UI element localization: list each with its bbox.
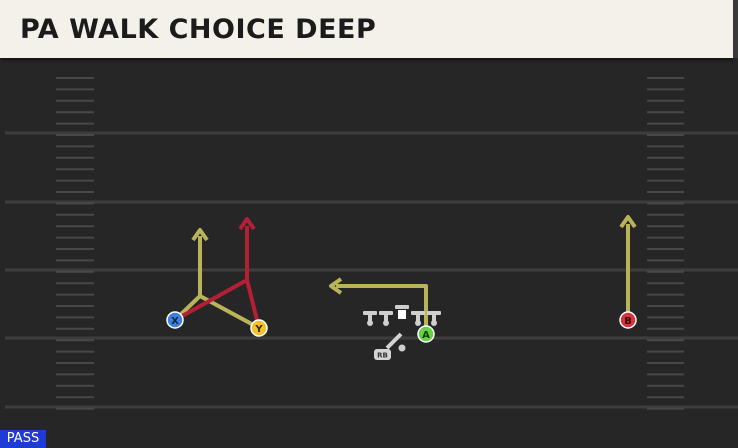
- y-route-arrow: [238, 217, 256, 231]
- player-y[interactable]: Y: [250, 319, 268, 337]
- a-route: [336, 284, 428, 334]
- rb-route: [385, 332, 403, 350]
- a-route-arrow: [329, 277, 343, 295]
- header-edge: [733, 0, 738, 58]
- qb-fake-dot: [398, 344, 406, 352]
- player-rb-label: RB: [377, 352, 388, 360]
- play-title: PA WALK CHOICE DEEP: [20, 14, 377, 45]
- play-type-badge: PASS: [0, 430, 46, 448]
- routes: [173, 215, 637, 350]
- player-b-label: B: [624, 316, 632, 327]
- player-x[interactable]: X: [166, 311, 184, 329]
- player-rb[interactable]: RB: [374, 349, 391, 360]
- b-route-arrow: [619, 215, 637, 229]
- offensive-line: [363, 305, 441, 326]
- player-b[interactable]: B: [619, 311, 637, 329]
- player-y-label: Y: [254, 324, 263, 335]
- yard-lines: [5, 131, 738, 409]
- center: [395, 305, 409, 319]
- lineman-right-tackle: [427, 311, 441, 326]
- lineman-left-guard: [379, 311, 393, 326]
- play-header: PA WALK CHOICE DEEP: [0, 0, 733, 58]
- x-route-arrow: [191, 228, 209, 242]
- lineman-left-tackle: [363, 311, 377, 326]
- lineman-right-guard: [411, 311, 425, 326]
- hash-marks-left: [56, 77, 94, 410]
- player-a[interactable]: A: [417, 325, 435, 343]
- player-x-label: X: [171, 316, 179, 327]
- hash-marks-right: [647, 77, 684, 410]
- player-a-label: A: [422, 330, 430, 341]
- y-route: [245, 226, 261, 329]
- y-route-lower: [174, 278, 248, 322]
